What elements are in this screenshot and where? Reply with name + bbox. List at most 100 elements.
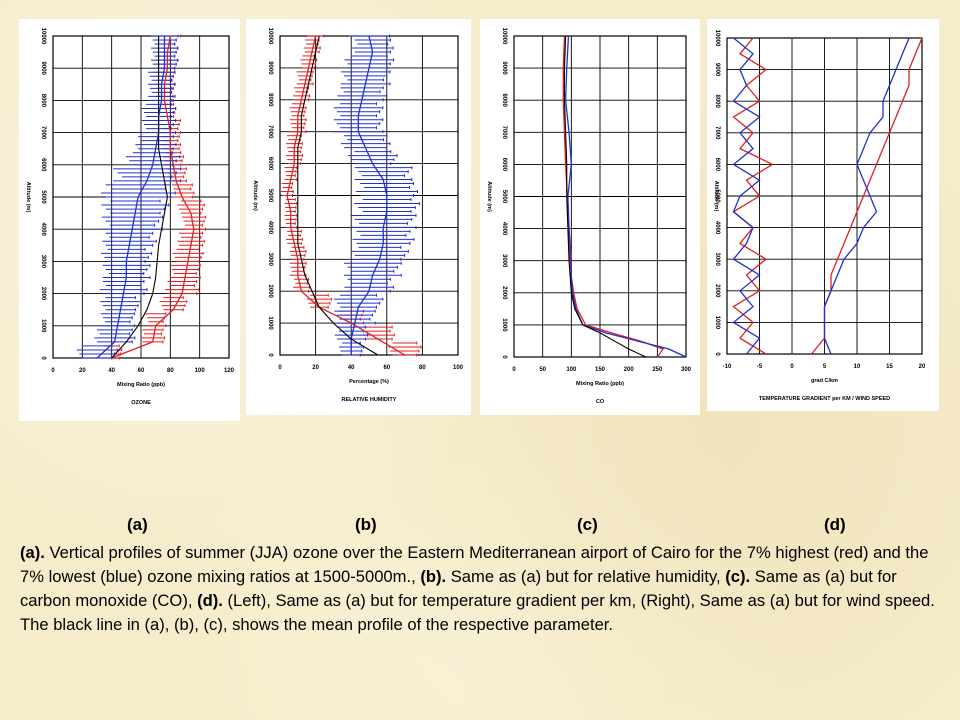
x-tick-label: 80 [419,365,426,371]
chart-title: RELATIVE HUMIDITY [342,397,397,403]
chart-a-svg: 0 20 40 60 80 100 120 0 1000 2000 3000 4000 5000 6000… [25,28,235,406]
x-tick-label: 150 [595,367,606,373]
plot-frame [513,35,687,358]
x-tick-label: 300 [681,367,692,373]
y-tick-label: 4000 [40,223,46,237]
panel-label-c: (c) [577,515,598,534]
y-tick-label: 0 [501,355,507,359]
y-tick-label: 7000 [501,126,507,140]
plot-frame [52,35,230,359]
y-tick-label: 9000 [501,61,507,75]
y-tick-label: 10000 [267,28,273,45]
x-tick-label: 120 [224,368,235,374]
y-tick-label: 4000 [714,221,720,235]
y-tick-label: 5000 [40,190,46,204]
series-line-mean [297,35,379,356]
y-tick-label: 3000 [267,253,273,267]
x-tick-label: 20 [919,364,926,370]
y-tick-label: 10000 [40,28,46,45]
chart-b-svg: 0 20 40 60 80 1000100020003000400050006000700… [252,28,464,403]
x-tick-label: 10 [854,364,861,370]
panel-label-a: (a) [127,515,148,534]
x-tick-label: 100 [566,367,577,373]
x-axis-label: Percentage (%) [349,379,389,385]
chart-d-svg: -10 -5 0 5 10 15 20 0 1000 2000 3000 4000 5000 6000 70… [713,30,926,402]
y-axis-label: Altitude (m) [25,182,31,213]
chart-title: OZONE [131,400,151,406]
panel-b: 0 20 40 60 80 100 0 1000 2000 3000 4000 5000 6000 700… [246,19,471,415]
y-tick-label: 4000 [267,221,273,235]
y-tick-label: 2000 [714,284,720,298]
y-tick-label: 7000 [267,125,273,139]
x-tick-label: 0 [51,368,55,374]
x-tick-label: 50 [539,367,546,373]
x-tick-label: 200 [624,367,635,373]
y-tick-label: 10000 [714,30,720,47]
caption-text-b: Same as (a) but for relative humidity, [446,567,726,586]
y-tick-label: 6000 [714,158,720,172]
y-tick-label: 2000 [501,286,507,300]
series-line-low [564,35,687,358]
y-axis-label: Altitude (m) [713,181,719,212]
series-line-mean [111,36,168,359]
caption-tag-c: (c). [725,567,751,586]
y-tick-label: 1000 [501,318,507,332]
figure-caption: (a). Vertical profiles of summer (JJA) o… [20,541,945,637]
x-axis-label: grad C/km [811,378,838,384]
y-tick-label: 4000 [501,222,507,236]
y-tick-label: 5000 [714,189,720,203]
y-tick-label: 0 [714,352,720,356]
x-tick-label: 15 [886,364,893,370]
x-tick-label: 80 [167,368,174,374]
y-tick-label: 0 [40,356,46,360]
series-line-high [286,35,405,356]
panel-c: 0 50 100 150 200 250 300 0 1000 2000 3000 4000 5000 6… [480,19,700,415]
y-tick-label: 10000 [501,28,507,45]
y-tick-label: 8000 [267,93,273,107]
series-line-low [96,36,166,359]
series-line-low [350,35,388,355]
chart-title: CO [596,399,605,405]
y-tick-label: 2000 [267,285,273,299]
panel-d: -10 -5 0 5 10 15 20 0 1000 2000 3000 4000 5000 6000 70… [707,19,939,411]
y-tick-label: 7000 [40,126,46,140]
y-tick-label: 1000 [267,316,273,330]
y-tick-label: 3000 [40,255,46,269]
caption-tag-b: (b). [420,567,447,586]
y-axis-label: Altitude (m) [252,180,258,211]
y-tick-label: 9000 [267,61,273,75]
series-line-temp-gradient-low [732,37,761,355]
x-tick-label: 60 [138,368,145,374]
y-tick-label: 5000 [267,189,273,203]
series-line-wind-speed-low [823,37,910,355]
x-axis-label: Mixing Ratio (ppb) [117,382,165,388]
x-tick-label: 0 [278,365,282,371]
y-tick-label: 1000 [40,319,46,333]
y-tick-label: 7000 [714,126,720,140]
x-tick-label: 0 [790,364,794,370]
y-tick-label: 2000 [40,287,46,301]
panel-label-d: (d) [824,515,846,534]
x-tick-label: 20 [312,365,319,371]
panel-label-b: (b) [355,515,377,534]
series-line-high [111,35,195,359]
y-tick-label: 3000 [714,253,720,267]
x-tick-label: 20 [79,368,86,374]
x-tick-label: 100 [453,365,464,371]
y-tick-label: 6000 [267,157,273,171]
y-tick-label: 6000 [501,158,507,172]
x-tick-label: -10 [723,364,732,370]
plot-frame [726,37,923,355]
caption-text-d: (Left), Same as (a) but for temperature … [20,591,935,634]
series-line-mean [563,35,647,358]
x-tick-label: 5 [823,364,827,370]
y-tick-label: 0 [267,353,273,357]
y-tick-label: 8000 [40,94,46,108]
y-tick-label: 5000 [501,190,507,204]
x-tick-label: -5 [757,364,763,370]
x-tick-label: 100 [195,368,206,374]
y-tick-label: 3000 [501,254,507,268]
caption-text-c: Same as (a) but for carbon monoxide (CO)… [20,567,897,610]
y-tick-label: 9000 [40,62,46,76]
x-tick-label: 250 [652,367,663,373]
